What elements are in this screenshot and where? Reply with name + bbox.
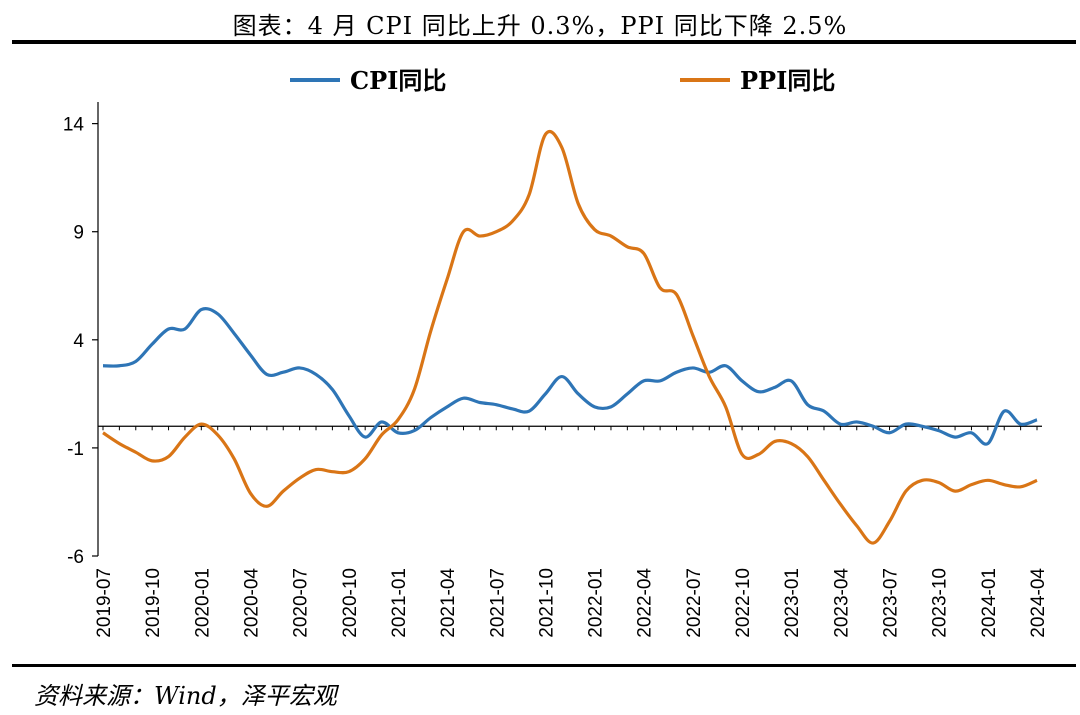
legend: CPI同比 PPI同比 <box>290 66 835 95</box>
top-rule <box>12 40 1076 44</box>
series-lines <box>102 129 1038 545</box>
y-tick-label: -1 <box>67 439 84 460</box>
source-note: 资料来源：Wind，泽平宏观 <box>34 682 337 710</box>
x-tick-label: 2022-04 <box>635 568 656 638</box>
x-tick-label: 2022-01 <box>586 568 607 638</box>
x-tick-label: 2022-10 <box>733 568 754 638</box>
x-tick-label: 2019-07 <box>94 568 115 638</box>
x-tick-label: 2020-01 <box>192 568 213 638</box>
x-tick-label: 2020-07 <box>291 568 312 638</box>
x-tick-label: 2023-07 <box>881 568 902 638</box>
x-tick-label: 2024-04 <box>1028 568 1049 638</box>
x-tick-label: 2021-04 <box>438 568 459 638</box>
legend-label: CPI同比 <box>350 66 446 95</box>
chart-title: 图表：4 月 CPI 同比上升 0.3%，PPI 同比下降 2.5% <box>232 12 848 40</box>
axes: -6 -1 4 9 14 2019-07 2019-10 2020-01 2020-04 2020… <box>63 102 1049 638</box>
x-tick-label: 2020-10 <box>340 568 361 638</box>
x-tick-label: 2021-07 <box>487 568 508 638</box>
bottom-rule <box>12 664 1076 667</box>
x-tick-label: 2024-01 <box>979 568 1000 638</box>
x-tick-label: 2020-04 <box>241 568 262 638</box>
y-tick-label: 4 <box>73 331 84 352</box>
y-tick-label: 9 <box>73 223 84 244</box>
y-tick-label: 14 <box>63 115 85 136</box>
x-tick-label: 2023-04 <box>831 568 852 638</box>
x-tick-label: 2023-01 <box>782 568 803 638</box>
series-line-cpi <box>102 307 1038 446</box>
series-line-ppi <box>102 129 1038 545</box>
legend-label: PPI同比 <box>740 66 835 95</box>
x-tick-label: 2023-10 <box>930 568 951 638</box>
x-tick-label: 2022-07 <box>684 568 705 638</box>
x-tick-label: 2019-10 <box>143 568 164 638</box>
y-tick-label: -6 <box>67 547 84 568</box>
x-tick-label: 2021-10 <box>536 568 557 638</box>
x-tick-label: 2021-01 <box>389 568 410 638</box>
